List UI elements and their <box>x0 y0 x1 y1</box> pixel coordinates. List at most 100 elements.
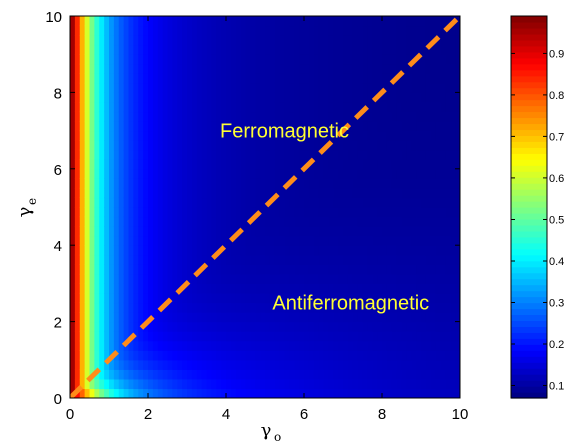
heatmap-cell <box>435 235 442 246</box>
heatmap-cell <box>421 44 427 55</box>
heatmap-cell <box>70 35 76 46</box>
heatmap-cell <box>318 130 325 141</box>
heatmap-cell <box>133 35 139 46</box>
heatmap-cell <box>416 235 422 246</box>
heatmap-cell <box>416 321 422 332</box>
heatmap-cell <box>70 245 76 256</box>
heatmap-cell <box>211 378 217 390</box>
heatmap-cell <box>118 235 125 246</box>
heatmap-cell <box>440 16 446 27</box>
heatmap-cell <box>318 82 325 93</box>
heatmap-cell <box>338 25 344 36</box>
heatmap-cell <box>260 130 266 141</box>
heatmap-cell <box>313 140 320 151</box>
heatmap-cell <box>347 226 354 237</box>
heatmap-cell <box>377 226 383 237</box>
heatmap-cell <box>167 73 173 84</box>
heatmap-cell <box>74 54 81 65</box>
heatmap-cell <box>352 216 359 227</box>
heatmap-cell <box>191 54 198 65</box>
heatmap-cell <box>70 140 76 151</box>
heatmap-cell <box>235 350 242 361</box>
heatmap-cell <box>269 159 276 170</box>
heatmap-cell <box>279 359 286 370</box>
heatmap-cell <box>167 283 173 294</box>
heatmap-cell <box>445 149 451 160</box>
heatmap-cell <box>230 331 237 342</box>
heatmap-cell <box>201 140 208 151</box>
heatmap-cell <box>430 130 437 141</box>
heatmap-cell <box>118 340 125 351</box>
heatmap-cell <box>123 378 130 390</box>
heatmap-cell <box>216 35 222 46</box>
heatmap-cell <box>79 350 86 361</box>
heatmap-cell <box>396 187 403 199</box>
heatmap-cell <box>260 369 266 380</box>
heatmap-cell <box>177 321 183 332</box>
heatmap-cell <box>382 149 388 160</box>
heatmap-cell <box>318 92 325 103</box>
heatmap-cell <box>70 216 76 227</box>
heatmap-cell <box>299 168 305 179</box>
heatmap-cell <box>172 388 178 398</box>
heatmap-cell <box>182 312 188 323</box>
heatmap-cell <box>245 359 251 370</box>
colorbar-segment <box>511 314 547 322</box>
heatmap-cell <box>216 121 222 132</box>
heatmap-cell <box>172 226 178 237</box>
heatmap-cell <box>172 121 178 132</box>
colorbar-tick-label: 0.7 <box>549 131 564 143</box>
heatmap-cell <box>318 207 325 218</box>
heatmap-cell <box>118 359 125 370</box>
heatmap-cell <box>294 73 300 84</box>
heatmap-cell <box>421 140 427 151</box>
heatmap-cell <box>299 312 305 323</box>
heatmap-cell <box>455 44 460 55</box>
heatmap-cell <box>245 197 251 208</box>
heatmap-cell <box>455 378 460 390</box>
heatmap-cell <box>79 25 86 36</box>
heatmap-cell <box>128 82 134 93</box>
colorbar-segment <box>511 99 547 107</box>
heatmap-cell <box>347 273 354 284</box>
heatmap-cell <box>386 331 393 342</box>
heatmap-cell <box>152 35 159 46</box>
heatmap-cell <box>191 63 198 74</box>
heatmap-cell <box>187 350 193 361</box>
heatmap-cell <box>162 273 169 284</box>
heatmap-cell <box>294 168 300 179</box>
heatmap-cell <box>74 264 81 275</box>
heatmap-cell <box>352 73 359 84</box>
heatmap-cell <box>157 321 164 332</box>
heatmap-cell <box>162 245 169 256</box>
heatmap-cell <box>279 321 286 332</box>
heatmap-cell <box>372 340 378 351</box>
heatmap-cell <box>235 149 242 160</box>
heatmap-cell <box>260 82 266 93</box>
heatmap-cell <box>133 292 139 304</box>
heatmap-cell <box>440 101 446 113</box>
heatmap-cell <box>152 140 159 151</box>
heatmap-cell <box>421 359 427 370</box>
heatmap-cell <box>357 168 364 179</box>
heatmap-cell <box>425 187 432 199</box>
heatmap-cell <box>245 283 251 294</box>
heatmap-cell <box>357 235 364 246</box>
heatmap-cell <box>74 359 81 370</box>
heatmap-cell <box>294 264 300 275</box>
heatmap-cell <box>245 159 251 170</box>
heatmap-cell <box>343 187 349 199</box>
heatmap-cell <box>430 44 437 55</box>
heatmap-cell <box>294 159 300 170</box>
heatmap-cell <box>211 92 217 103</box>
heatmap-cell <box>138 216 144 227</box>
heatmap-cell <box>260 16 266 27</box>
heatmap-cell <box>79 292 86 304</box>
heatmap-cell <box>74 168 81 179</box>
heatmap-cell <box>84 273 91 284</box>
heatmap-cell <box>70 226 76 237</box>
heatmap-cell <box>455 350 460 361</box>
heatmap-cell <box>284 216 290 227</box>
heatmap-cell <box>167 369 173 380</box>
heatmap-cell <box>430 350 437 361</box>
